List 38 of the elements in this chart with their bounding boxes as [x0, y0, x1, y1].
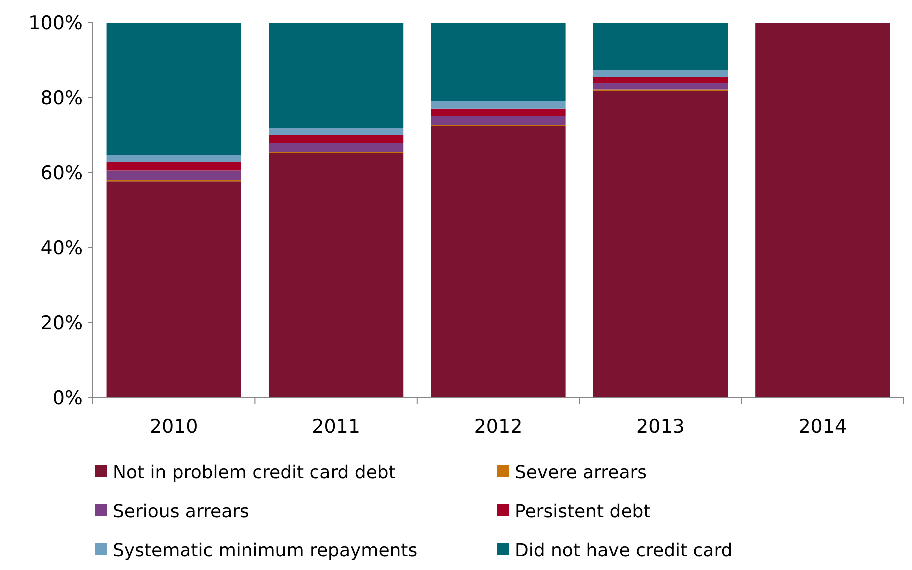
- y-tick-label: 40%: [40, 238, 83, 260]
- bar: [106, 162, 242, 171]
- y-tick-label: 0%: [52, 388, 83, 410]
- bar: [431, 23, 566, 101]
- bar: [106, 182, 242, 398]
- legend-label: Not in problem credit card debt: [113, 462, 396, 484]
- y-tick-label: 100%: [28, 12, 83, 35]
- x-tick-label: 2010: [150, 416, 198, 438]
- bar: [593, 23, 728, 71]
- legend-label: Systematic minimum repayments: [113, 540, 418, 562]
- bar: [268, 154, 404, 398]
- x-tick-label: 2011: [312, 416, 360, 438]
- bar: [756, 23, 890, 398]
- x-tick-label: 2013: [636, 416, 685, 438]
- bar: [593, 91, 728, 398]
- legend-label: Severe arrears: [515, 462, 648, 484]
- y-tick-label: 60%: [40, 162, 83, 185]
- bar: [106, 170, 242, 180]
- bar: [268, 135, 404, 144]
- bar: [431, 116, 566, 125]
- legend-label: Persistent debt: [515, 501, 651, 522]
- legend-label: Did not have credit card: [515, 540, 733, 562]
- y-tick-label: 20%: [40, 312, 83, 335]
- bar: [431, 108, 566, 116]
- bar: [431, 126, 566, 398]
- bar: [593, 77, 728, 83]
- legend-label: Serious arrears: [113, 501, 250, 522]
- bar: [593, 70, 728, 77]
- bar: [106, 155, 242, 162]
- bar: [268, 23, 404, 128]
- y-tick-label: 80%: [40, 88, 83, 110]
- bar: [268, 128, 404, 136]
- x-tick-label: 2012: [474, 416, 523, 438]
- bar: [431, 101, 566, 109]
- bar: [106, 23, 242, 156]
- bar: [593, 83, 728, 90]
- x-tick-label: 2014: [798, 416, 848, 438]
- bar: [268, 143, 404, 152]
